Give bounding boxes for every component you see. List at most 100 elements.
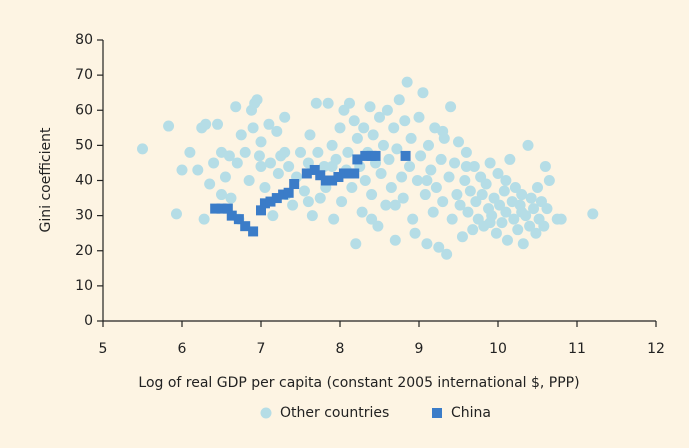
point (500, 206, 512, 218)
y-tick-label: 10 (75, 278, 93, 294)
point (263, 118, 275, 130)
point (449, 157, 461, 169)
point (302, 196, 314, 208)
point (496, 217, 508, 229)
point (437, 196, 449, 208)
point (306, 210, 318, 222)
point (320, 175, 331, 186)
point (255, 160, 267, 172)
point (501, 234, 513, 246)
point (522, 139, 534, 151)
point (484, 157, 496, 169)
point (490, 227, 502, 239)
point (437, 125, 449, 137)
point (346, 182, 358, 194)
point (223, 150, 235, 162)
point (396, 171, 408, 183)
point (460, 160, 472, 172)
point (192, 164, 204, 176)
point (427, 206, 439, 218)
point (555, 213, 567, 225)
point (301, 168, 312, 179)
point (163, 120, 175, 132)
point (235, 129, 247, 141)
point (375, 167, 387, 179)
point (356, 206, 368, 218)
point (397, 192, 409, 204)
point (372, 220, 384, 232)
point (233, 214, 244, 225)
point (255, 136, 267, 148)
point (265, 196, 276, 207)
point (504, 153, 516, 165)
point (304, 129, 316, 141)
point (443, 171, 455, 183)
point (310, 97, 322, 109)
point (404, 160, 416, 172)
point (385, 182, 397, 194)
point (176, 164, 188, 176)
point (326, 160, 338, 172)
point (314, 192, 326, 204)
point (231, 157, 243, 169)
point (467, 224, 479, 236)
point (216, 189, 227, 201)
point (295, 146, 306, 158)
point (253, 150, 265, 162)
point (532, 182, 543, 194)
point (366, 189, 378, 201)
point (411, 175, 423, 186)
point (222, 203, 233, 214)
x-tick-label: 12 (647, 341, 665, 357)
legend-marker (432, 408, 442, 418)
point (383, 153, 395, 165)
point (415, 150, 427, 162)
point (405, 132, 417, 144)
legend-marker (260, 407, 272, 419)
point (364, 101, 376, 113)
x-tick-label: 5 (99, 341, 108, 357)
point (430, 182, 442, 194)
point (243, 175, 255, 186)
point (239, 146, 251, 158)
y-tick-label: 30 (75, 208, 93, 224)
y-tick-label: 70 (75, 67, 93, 83)
point (377, 139, 389, 151)
point (494, 199, 506, 211)
point (343, 97, 355, 109)
point (538, 220, 550, 232)
point (468, 160, 480, 172)
y-axis-label: Gini coefficient (38, 127, 54, 232)
point (358, 122, 370, 134)
point (240, 221, 251, 232)
point (283, 187, 294, 198)
point (225, 192, 237, 204)
point (318, 160, 330, 172)
point (338, 168, 349, 179)
x-tick-label: 10 (489, 341, 507, 357)
point (259, 198, 270, 209)
point (516, 189, 528, 201)
point (539, 160, 551, 172)
point (359, 175, 371, 186)
point (462, 206, 474, 218)
x-axis-label: Log of real GDP per capita (constant 200… (138, 375, 579, 391)
point (184, 146, 196, 158)
point (464, 185, 476, 197)
point (315, 170, 326, 181)
legend-label: China (451, 405, 491, 421)
point (422, 139, 434, 151)
point (247, 122, 259, 134)
point (333, 171, 344, 182)
point (248, 226, 259, 237)
x-tick-label: 9 (415, 341, 424, 357)
point (456, 231, 468, 243)
x-tick-label: 6 (178, 341, 187, 357)
point (198, 213, 210, 225)
point (530, 227, 542, 239)
point (271, 125, 283, 137)
point (541, 203, 553, 215)
point (200, 118, 212, 130)
point (348, 115, 360, 127)
point (381, 104, 393, 116)
